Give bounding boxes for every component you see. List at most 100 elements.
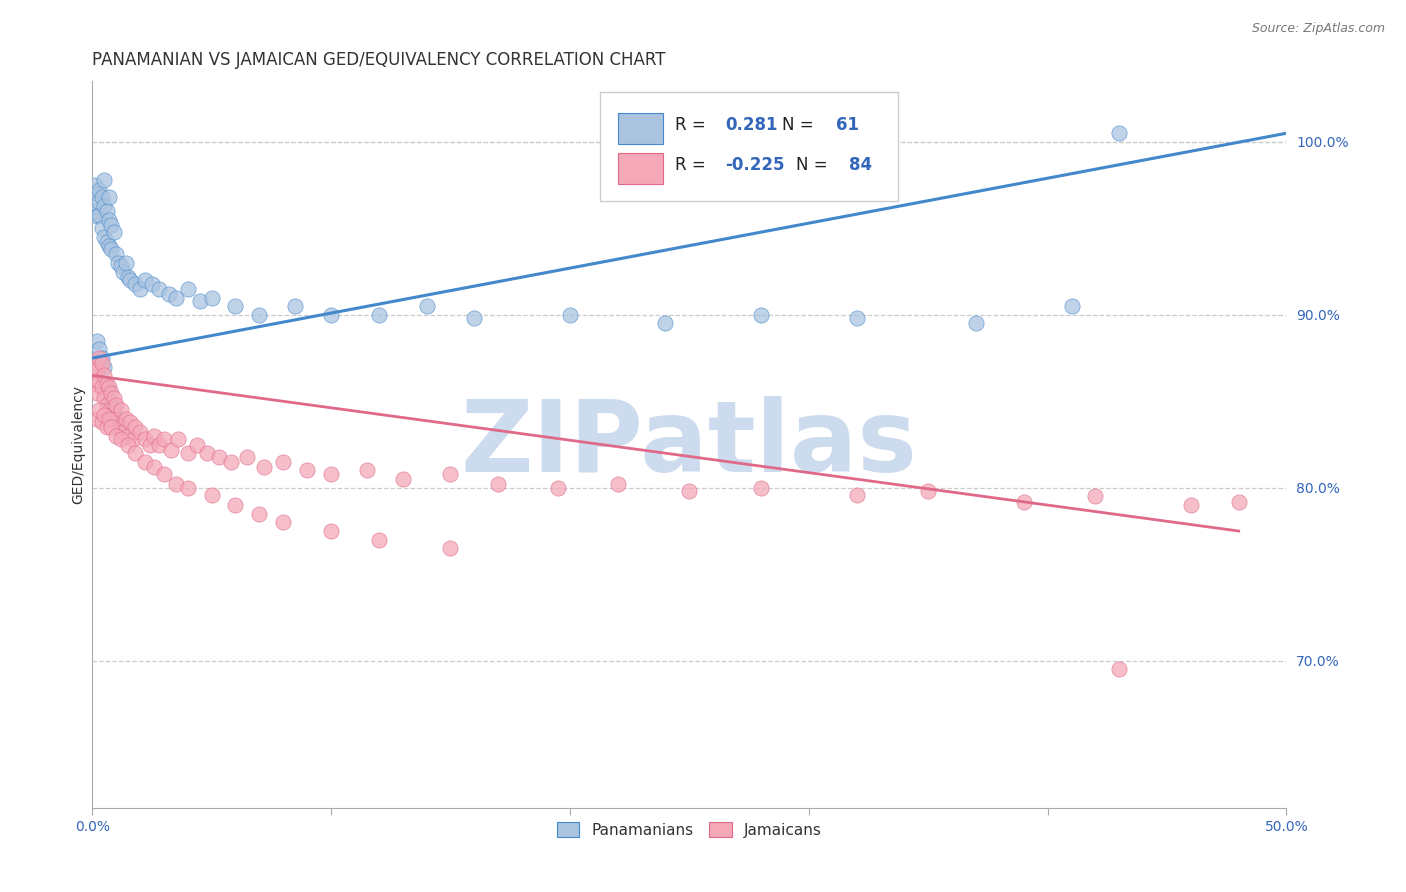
Point (201, 291, 224, 305)
Text: PANAMANIAN VS JAMAICAN GED/EQUIVALENCY CORRELATION CHART: PANAMANIAN VS JAMAICAN GED/EQUIVALENCY C… (93, 51, 665, 69)
Point (105, 415, 128, 429)
Point (749, 308, 772, 322)
Point (100, 385, 122, 400)
Point (120, 415, 142, 429)
Point (103, 225, 125, 239)
FancyBboxPatch shape (617, 153, 664, 184)
Point (89, 343, 111, 357)
Point (86, 411, 108, 425)
Point (134, 433, 156, 447)
Point (93, 173, 115, 187)
Point (219, 455, 242, 469)
Point (90, 351, 112, 365)
Point (124, 446, 146, 460)
Point (167, 433, 190, 447)
Point (110, 403, 132, 417)
Point (141, 277, 163, 291)
Point (1084, 490, 1107, 504)
Point (120, 273, 142, 287)
Text: R =: R = (675, 116, 711, 134)
Point (96, 235, 118, 250)
Point (1180, 498, 1202, 512)
Point (83, 377, 105, 392)
Point (103, 411, 125, 425)
Point (319, 524, 342, 538)
Point (177, 446, 200, 460)
Point (97, 380, 120, 394)
Text: Source: ZipAtlas.com: Source: ZipAtlas.com (1251, 22, 1385, 36)
Point (177, 282, 200, 296)
Point (117, 437, 139, 451)
Point (96, 398, 118, 412)
Point (97, 190, 120, 204)
Point (1012, 494, 1035, 508)
Point (148, 282, 170, 296)
Point (105, 247, 128, 261)
Point (96, 420, 118, 434)
Point (105, 411, 128, 425)
Text: 0.281: 0.281 (725, 116, 778, 134)
Point (86, 334, 108, 348)
Point (110, 420, 132, 434)
Point (319, 308, 342, 322)
Point (96, 380, 118, 394)
Point (90, 380, 112, 394)
Point (86, 385, 108, 400)
Point (247, 507, 270, 521)
Point (100, 408, 122, 422)
Point (129, 425, 152, 440)
Point (97, 403, 120, 417)
Point (271, 516, 294, 530)
Point (148, 437, 170, 451)
Point (114, 256, 136, 270)
Point (121, 433, 143, 447)
Point (486, 477, 509, 491)
Point (391, 472, 413, 486)
Point (165, 477, 187, 491)
Text: N =: N = (796, 156, 832, 174)
Text: N =: N = (783, 116, 820, 134)
Point (90, 356, 112, 370)
Text: -0.225: -0.225 (725, 156, 785, 174)
Point (105, 429, 128, 443)
Point (97, 411, 120, 425)
Point (112, 264, 135, 278)
Point (224, 498, 246, 512)
Point (117, 429, 139, 443)
Point (86, 363, 108, 377)
Point (129, 282, 152, 296)
Point (89, 183, 111, 197)
Legend: Panamanians, Jamaicans: Panamanians, Jamaicans (550, 815, 828, 844)
Point (143, 460, 166, 475)
Y-axis label: GED/Equivalency: GED/Equivalency (72, 385, 86, 504)
Point (157, 287, 180, 301)
Point (153, 433, 176, 447)
Point (97, 212, 120, 227)
Point (965, 317, 987, 331)
Point (134, 273, 156, 287)
Point (83, 359, 105, 374)
Point (188, 293, 211, 308)
Point (93, 359, 115, 374)
Point (439, 467, 461, 481)
Point (83, 204, 105, 219)
Point (284, 299, 307, 313)
Point (1108, 126, 1130, 140)
Point (100, 398, 122, 412)
Point (93, 368, 115, 383)
Point (295, 463, 318, 477)
Point (89, 374, 111, 388)
Point (100, 242, 122, 256)
Point (247, 308, 270, 322)
Point (105, 398, 128, 412)
Point (208, 450, 231, 464)
Point (89, 403, 111, 417)
Point (1060, 299, 1083, 313)
Point (138, 437, 160, 451)
Point (845, 488, 868, 502)
Point (114, 411, 136, 425)
Point (103, 391, 125, 405)
Point (96, 204, 118, 219)
Point (253, 460, 276, 475)
Point (143, 429, 166, 443)
